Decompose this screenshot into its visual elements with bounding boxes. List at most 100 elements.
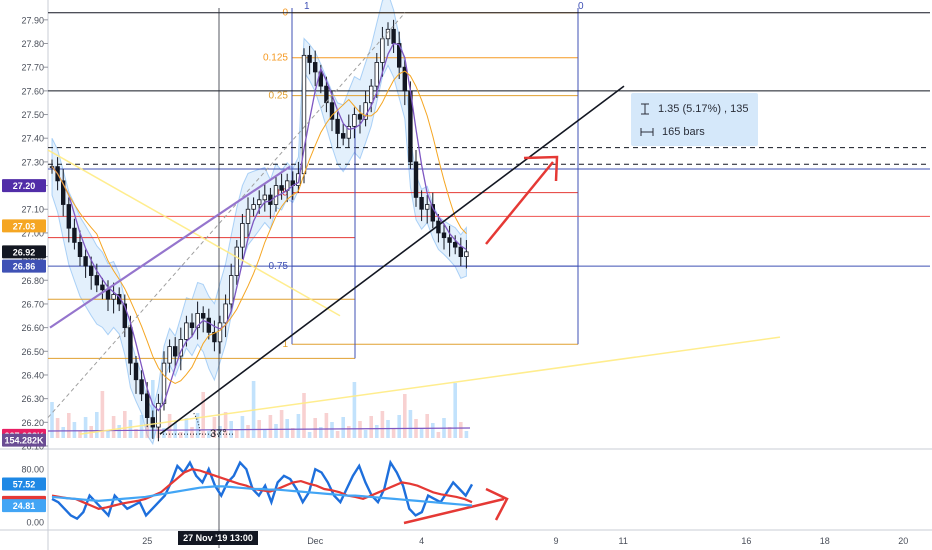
- candle-body: [83, 256, 88, 267]
- volume-bar: [268, 415, 273, 438]
- price-tick-label: 27.30: [21, 157, 44, 167]
- volume-bar: [425, 414, 429, 438]
- price-badge-label: 27.03: [13, 221, 36, 231]
- oscillator-tick-label: 80.00: [21, 465, 44, 475]
- candle-body: [245, 208, 251, 224]
- candle-body: [128, 327, 133, 364]
- time-tick-label: 16: [741, 536, 751, 546]
- candle-body: [368, 85, 374, 104]
- volume-bar: [111, 416, 116, 438]
- volume-bar: [380, 411, 385, 438]
- price-badge-label: 154.282K: [4, 436, 44, 446]
- volume-bar: [375, 425, 379, 438]
- volume-ma-line: [47, 427, 471, 432]
- volume-bar: [335, 431, 340, 438]
- candle-body: [251, 204, 256, 210]
- volume-bar: [352, 382, 357, 438]
- candle-body: [340, 133, 346, 139]
- candle-body: [223, 303, 228, 324]
- angle-arc: [192, 411, 201, 435]
- candle-body: [240, 223, 245, 248]
- candle-body: [167, 346, 172, 364]
- volume-bar: [95, 412, 99, 438]
- fib-time-label: 0: [578, 1, 584, 12]
- volume-bar: [363, 430, 368, 438]
- crosshair-time-badge: [178, 531, 258, 545]
- price-tick-label: 26.30: [21, 394, 44, 404]
- price-tick-label: 26.20: [21, 418, 44, 428]
- time-tick-label: Dec: [307, 536, 324, 546]
- candle-body: [61, 180, 66, 205]
- volume-bar: [291, 428, 295, 438]
- candle-body: [363, 102, 368, 120]
- time-tick-label: 4: [419, 536, 424, 546]
- candle-body: [234, 246, 239, 276]
- time-tick-label: 18: [820, 536, 830, 546]
- price-tick-label: 27.80: [21, 39, 44, 49]
- measure-price-row: 1.35 (5.17%) , 135: [640, 103, 749, 115]
- candle-body: [77, 241, 83, 257]
- candle-body: [419, 197, 424, 210]
- volume-bar: [436, 432, 441, 438]
- volume-bar: [397, 415, 401, 438]
- price-badge-label: 26.86: [13, 262, 36, 272]
- volume-bar: [313, 418, 317, 438]
- price-tick-label: 27.00: [21, 228, 44, 238]
- candle-body: [318, 71, 323, 87]
- candle-body: [335, 118, 340, 134]
- volume-bar: [72, 422, 77, 438]
- volume-bar: [201, 392, 205, 438]
- candle-body: [72, 227, 77, 243]
- volume-bar: [78, 431, 82, 438]
- time-tick-label: 9: [553, 536, 558, 546]
- candle-body: [184, 322, 189, 340]
- candle-body: [452, 241, 458, 248]
- volume-bar: [330, 422, 334, 438]
- red-arrow-shaft: [485, 161, 554, 245]
- time-tick-label: 20: [898, 536, 908, 546]
- volume-bar: [279, 410, 284, 438]
- candle-body: [441, 232, 447, 239]
- candle-body: [380, 38, 385, 63]
- candle-body: [279, 185, 284, 191]
- volume-bar: [50, 402, 54, 438]
- volume-bar: [464, 431, 469, 438]
- oscillator-badge-label: 57.52: [13, 480, 36, 490]
- candle-body: [111, 294, 116, 300]
- volume-bar: [453, 383, 457, 438]
- price-badge: [2, 219, 46, 233]
- volume-bar: [347, 426, 351, 438]
- volume-bar: [459, 422, 463, 438]
- price-tick-label: 27.40: [21, 134, 44, 144]
- measure-tooltip: 1.35 (5.17%) , 135 165 bars: [631, 93, 758, 146]
- volume-bar: [151, 380, 155, 438]
- drawings: 37°: [47, 12, 781, 525]
- candle-body: [357, 114, 363, 120]
- volume-bar: [431, 423, 435, 438]
- candle-body: [256, 199, 262, 205]
- volume-bar: [106, 430, 110, 438]
- price-tick-label: 27.50: [21, 110, 44, 120]
- candle-body: [100, 284, 105, 291]
- candle-body: [195, 313, 200, 329]
- fib-level-label: 0.125: [263, 53, 288, 64]
- price-badge: [2, 245, 46, 259]
- volume-bar: [296, 414, 301, 438]
- horizontal-range-icon: [640, 128, 654, 136]
- volume-bar: [447, 427, 452, 438]
- candle-body: [122, 303, 127, 329]
- volume-bar: [358, 421, 362, 438]
- crosshair-time-label: 27 Nov '19 13:00: [183, 533, 253, 543]
- candle-body: [89, 265, 94, 276]
- volume-bar: [145, 424, 149, 438]
- moving-average-slow: [51, 70, 467, 384]
- volume-bar: [408, 410, 413, 438]
- main-trend-line: [159, 85, 625, 435]
- volume-bar: [403, 394, 407, 438]
- price-tick-label: 26.50: [21, 347, 44, 357]
- volume-bar: [61, 427, 65, 438]
- volume-bar: [246, 425, 250, 438]
- candle-body: [133, 362, 139, 381]
- price-tick-label: 27.60: [21, 86, 44, 96]
